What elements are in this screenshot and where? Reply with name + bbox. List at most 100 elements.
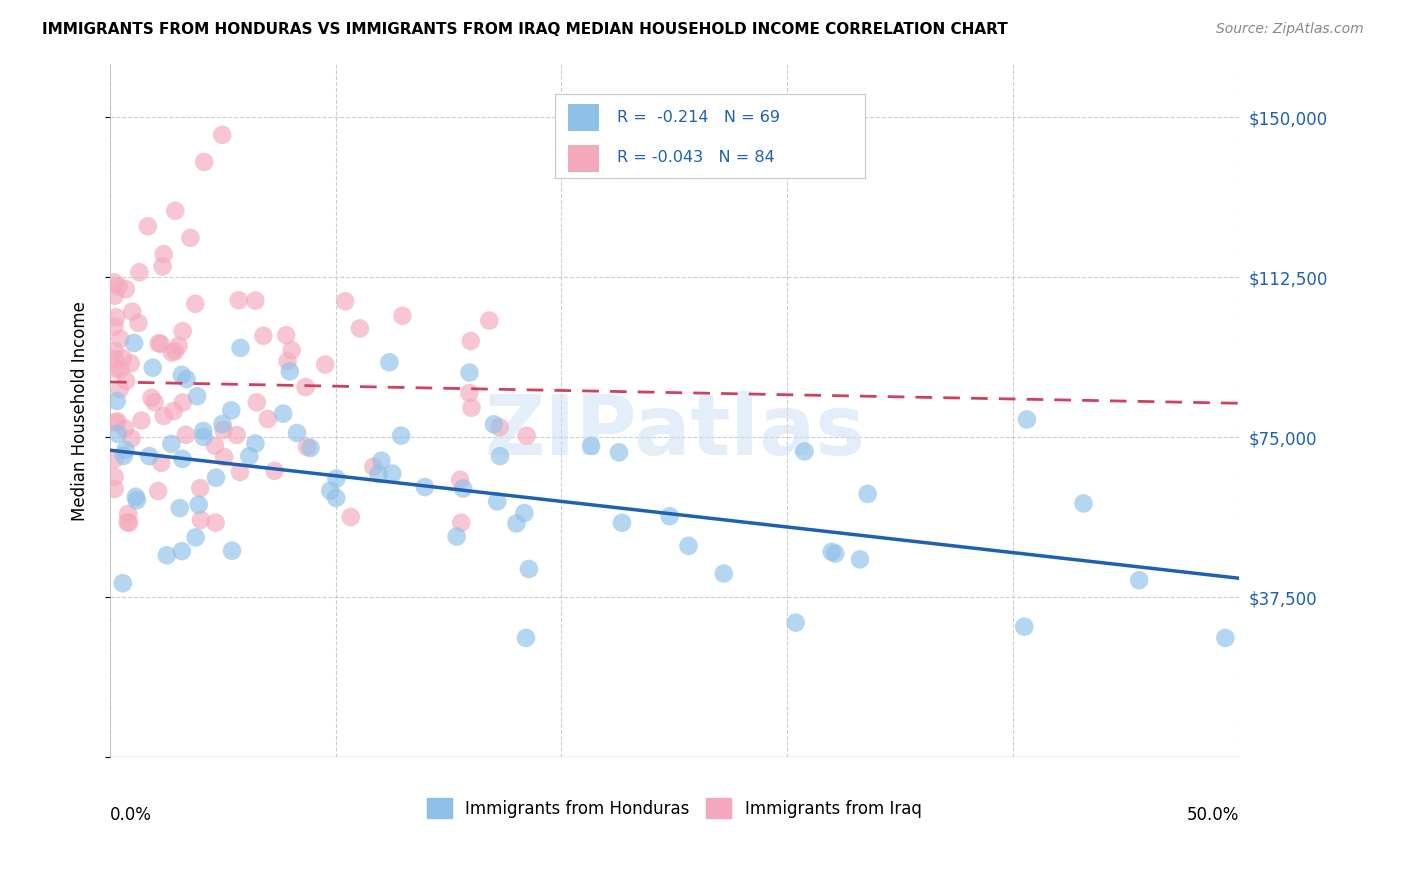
Point <box>193 430 215 444</box>
Point <box>325 471 347 485</box>
Point <box>276 328 298 343</box>
Point <box>103 276 125 290</box>
Point <box>256 412 278 426</box>
Legend: Immigrants from Honduras, Immigrants from Iraq: Immigrants from Honduras, Immigrants fro… <box>427 798 922 818</box>
Point <box>450 516 472 530</box>
Point <box>513 506 536 520</box>
Point <box>349 321 371 335</box>
Point <box>125 493 148 508</box>
Text: Source: ZipAtlas.com: Source: ZipAtlas.com <box>1216 22 1364 37</box>
Point <box>713 566 735 581</box>
Point <box>229 341 252 355</box>
Point <box>367 467 389 481</box>
Point <box>849 552 872 566</box>
Point <box>188 481 211 495</box>
Point <box>824 547 846 561</box>
Point <box>252 328 274 343</box>
Point <box>1128 573 1150 587</box>
Point <box>325 491 347 505</box>
Point <box>114 442 136 457</box>
Point <box>105 310 128 325</box>
Point <box>160 345 183 359</box>
Point <box>515 631 537 645</box>
Point <box>278 364 301 378</box>
Point <box>115 374 138 388</box>
Point <box>658 509 681 524</box>
Point <box>228 293 250 308</box>
Point <box>103 351 125 366</box>
Point <box>579 439 602 453</box>
Point <box>319 483 342 498</box>
Point <box>821 545 844 559</box>
Point <box>610 516 633 530</box>
Point <box>114 421 136 435</box>
Point <box>108 382 131 396</box>
Point <box>107 279 129 293</box>
Point <box>104 362 127 376</box>
Point <box>187 498 209 512</box>
Point <box>152 260 174 274</box>
Point <box>138 449 160 463</box>
Point <box>107 426 129 441</box>
Point <box>205 471 228 485</box>
Point <box>103 482 125 496</box>
Point <box>482 417 505 432</box>
Point <box>478 313 501 327</box>
Point <box>120 356 142 370</box>
Point <box>184 297 207 311</box>
Point <box>105 393 128 408</box>
Point <box>517 562 540 576</box>
Point <box>793 444 815 458</box>
Point <box>285 425 308 440</box>
Point <box>170 368 193 382</box>
Point <box>152 409 174 423</box>
Point <box>186 389 208 403</box>
Point <box>143 395 166 409</box>
Point <box>142 360 165 375</box>
Point <box>118 516 141 530</box>
Point <box>299 441 322 455</box>
Point <box>229 465 252 479</box>
Point <box>174 427 197 442</box>
Point <box>1015 412 1038 426</box>
Point <box>110 362 132 376</box>
Point <box>381 467 404 481</box>
Point <box>314 358 336 372</box>
Point <box>117 507 139 521</box>
Point <box>193 154 215 169</box>
Point <box>115 282 138 296</box>
Point <box>277 354 299 368</box>
Point <box>446 529 468 543</box>
Point <box>460 334 482 348</box>
Point <box>103 452 125 467</box>
Point <box>449 473 471 487</box>
Point <box>505 516 527 531</box>
Point <box>516 428 538 442</box>
Point <box>165 344 187 359</box>
Point <box>413 480 436 494</box>
Point <box>190 513 212 527</box>
Point <box>111 576 134 591</box>
Point <box>785 615 807 630</box>
Point <box>1073 496 1095 510</box>
Point <box>104 416 127 430</box>
Point <box>339 510 361 524</box>
Point <box>263 464 285 478</box>
Point <box>607 445 630 459</box>
Point <box>122 335 145 350</box>
Text: R =  -0.214   N = 69: R = -0.214 N = 69 <box>617 110 780 125</box>
Point <box>112 449 135 463</box>
Point <box>172 395 194 409</box>
Point <box>221 543 243 558</box>
Point <box>295 440 318 454</box>
Point <box>117 515 139 529</box>
Point <box>172 324 194 338</box>
Point <box>193 424 215 438</box>
Point <box>172 451 194 466</box>
Point <box>378 355 401 369</box>
Point <box>121 304 143 318</box>
Text: IMMIGRANTS FROM HONDURAS VS IMMIGRANTS FROM IRAQ MEDIAN HOUSEHOLD INCOME CORRELA: IMMIGRANTS FROM HONDURAS VS IMMIGRANTS F… <box>42 22 1008 37</box>
Point <box>162 404 184 418</box>
Point <box>160 437 183 451</box>
Point <box>225 428 247 442</box>
